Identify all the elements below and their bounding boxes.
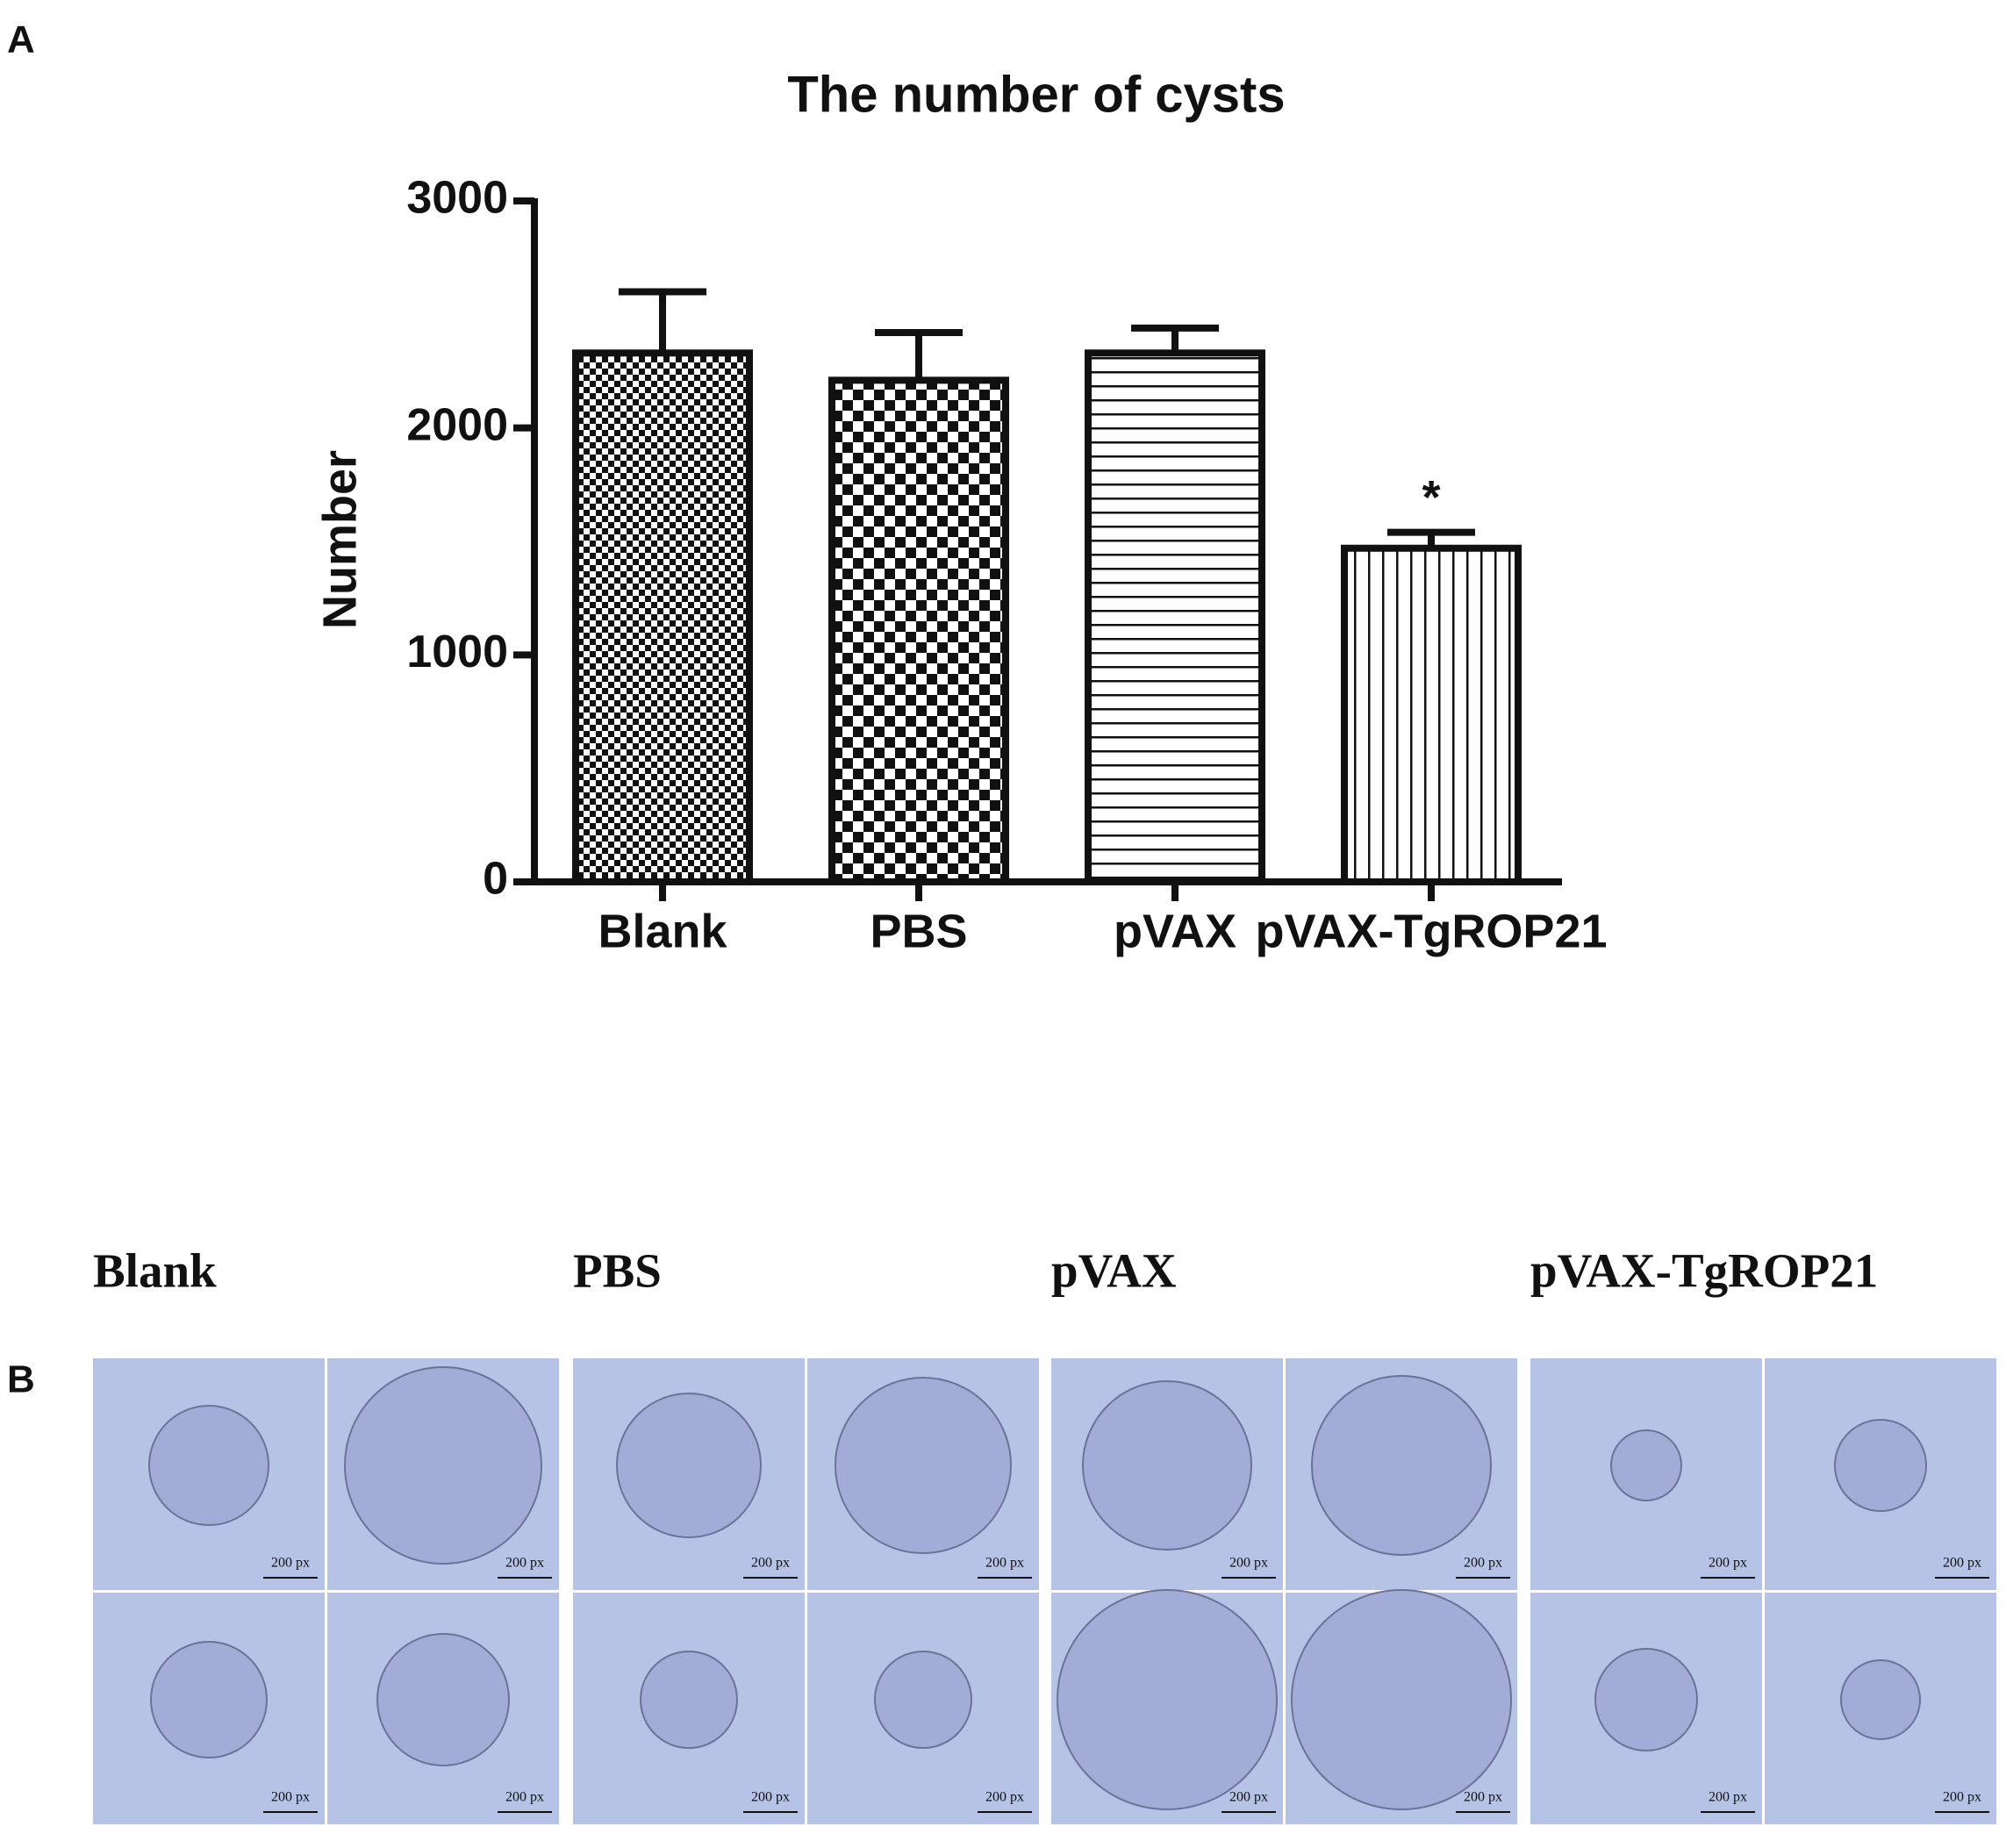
scale-bar-label: 200 px (1943, 1556, 1981, 1571)
x-tick-label: pVAX (1114, 905, 1236, 957)
scale-bar-label: 200 px (1229, 1556, 1268, 1571)
micrograph: 200 px (1765, 1593, 1996, 1824)
cyst (616, 1393, 762, 1538)
group-label: PBS (573, 1244, 662, 1298)
cyst (148, 1405, 269, 1526)
bar (572, 349, 753, 886)
cyst (1291, 1589, 1512, 1810)
scale-bar-label: 200 px (1229, 1790, 1268, 1805)
panel-label: B (7, 1358, 35, 1401)
bar (828, 376, 1009, 885)
y-tick-label: 2000 (406, 399, 508, 450)
scale-bar-label: 200 px (1464, 1790, 1502, 1805)
cyst (835, 1377, 1012, 1554)
micrograph: 200 px (327, 1593, 559, 1824)
cyst (376, 1633, 510, 1766)
micrograph: 200 px (1286, 1589, 1517, 1824)
x-tick-label: Blank (598, 905, 727, 957)
cyst (1840, 1659, 1921, 1740)
x-tick-label: pVAX-TgROP21 (1255, 905, 1607, 957)
annotation: * (1422, 471, 1440, 524)
scale-bar-label: 200 px (1464, 1556, 1502, 1571)
scale-bar-label: 200 px (751, 1556, 790, 1571)
micrograph: 200 px (1765, 1358, 1996, 1590)
cyst (1311, 1375, 1492, 1556)
scale-bar-label: 200 px (505, 1790, 544, 1805)
micrograph: 200 px (93, 1593, 325, 1824)
scale-bar-label: 200 px (505, 1556, 544, 1571)
bar (1085, 349, 1265, 886)
micrograph: 200 px (1051, 1589, 1283, 1824)
micrograph: 200 px (1530, 1593, 1762, 1824)
scale-bar-label: 200 px (985, 1556, 1024, 1571)
x-tick-label: PBS (870, 905, 967, 957)
micrograph: 200 px (1530, 1358, 1762, 1590)
micrograph: 200 px (93, 1358, 325, 1590)
cyst (1082, 1380, 1252, 1551)
scale-bar-label: 200 px (1709, 1790, 1747, 1805)
y-tick-label: 3000 (406, 173, 508, 224)
micrograph: 200 px (573, 1358, 805, 1590)
micrograph: 200 px (1051, 1358, 1283, 1590)
micrograph: 200 px (327, 1358, 559, 1590)
scale-bar-label: 200 px (751, 1790, 790, 1805)
scale-bar-label: 200 px (271, 1556, 310, 1571)
cyst (1834, 1419, 1927, 1512)
panel-label: A (7, 18, 35, 61)
cyst (1057, 1589, 1278, 1810)
cyst (344, 1366, 542, 1565)
y-axis-label: Number (313, 450, 366, 629)
cyst (640, 1651, 738, 1749)
chart-title: The number of cysts (787, 66, 1285, 123)
bar (1341, 544, 1522, 885)
group-label: pVAX (1051, 1244, 1177, 1298)
cyst (1610, 1429, 1682, 1501)
group-label: pVAX-TgROP21 (1530, 1244, 1878, 1298)
cyst (874, 1651, 972, 1749)
scale-bar-label: 200 px (1709, 1556, 1747, 1571)
micrograph: 200 px (807, 1593, 1039, 1824)
group-label: Blank (93, 1244, 217, 1298)
cyst (1594, 1648, 1698, 1751)
micrograph: 200 px (1286, 1358, 1517, 1590)
scale-bar-label: 200 px (1943, 1790, 1981, 1805)
cyst (150, 1641, 268, 1758)
micrograph: 200 px (573, 1593, 805, 1824)
y-tick-label: 0 (483, 854, 508, 905)
micrograph: 200 px (807, 1358, 1039, 1590)
scale-bar-label: 200 px (271, 1790, 310, 1805)
scale-bar-label: 200 px (985, 1790, 1024, 1805)
y-tick-label: 1000 (406, 627, 508, 677)
